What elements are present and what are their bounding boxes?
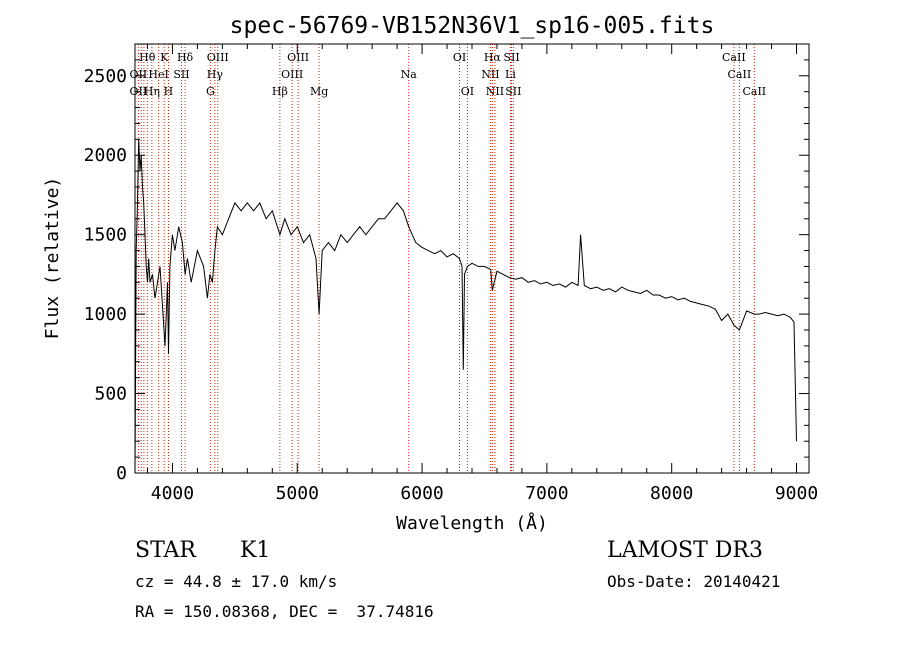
line-label: Li — [505, 68, 516, 81]
y-tick-label: 1500 — [84, 225, 127, 246]
line-label: Mg — [310, 85, 328, 98]
plot-frame — [134, 43, 810, 474]
line-label: CaII — [722, 51, 746, 64]
line-label: OII — [130, 85, 148, 98]
line-label: SII — [503, 51, 519, 64]
survey-name: LAMOST DR3 — [607, 538, 763, 563]
line-label: CaII — [742, 85, 766, 98]
line-markers — [137, 44, 755, 473]
line-label: OIII — [287, 51, 309, 64]
line-label: G — [206, 85, 215, 98]
line-label: K — [160, 51, 169, 64]
line-label: SII — [505, 85, 521, 98]
line-label: OII — [130, 68, 148, 81]
line-label: OIII — [281, 68, 303, 81]
x-axis-label: Wavelength (Å) — [396, 512, 548, 534]
chart-title: spec-56769-VB152N36V1_sp16-005.fits — [230, 13, 715, 39]
x-tick-label: 4000 — [151, 483, 194, 504]
line-label: Na — [401, 68, 418, 81]
spectrum-line — [134, 139, 797, 474]
line-label: SII — [173, 68, 189, 81]
line-label: HeI — [148, 68, 168, 81]
line-label: Hδ — [177, 51, 194, 64]
line-label: OI — [461, 85, 474, 98]
object-class: STAR — [135, 538, 196, 563]
line-label: CaII — [728, 68, 752, 81]
line-label: Hη — [144, 85, 160, 98]
line-label: Hα — [484, 51, 502, 64]
x-tick-label: 8000 — [650, 483, 693, 504]
line-label: H — [164, 85, 174, 98]
line-label: NII — [481, 68, 499, 81]
y-tick-label: 1000 — [84, 304, 127, 325]
coordinates: RA = 150.08368, DEC = 37.74816 — [135, 602, 434, 621]
x-tick-label: 6000 — [400, 483, 443, 504]
observation-date: Obs-Date: 20140421 — [607, 572, 781, 591]
y-tick-label: 2500 — [84, 66, 127, 87]
object-subclass: K1 — [240, 538, 271, 563]
axes — [134, 43, 810, 474]
spectrum-series — [134, 139, 797, 474]
y-tick-label: 0 — [116, 463, 127, 484]
y-axis-label: Flux (relative) — [42, 177, 63, 340]
line-label: Hθ — [139, 51, 156, 64]
x-tick-label: 9000 — [775, 483, 818, 504]
redshift-value: cz = 44.8 ± 17.0 km/s — [135, 572, 338, 591]
x-tick-label: 7000 — [525, 483, 568, 504]
ticks: 4000 5000 6000 7000 8000 9000 0 500 1000 1500 2000… — [84, 43, 818, 504]
line-label: Hγ — [207, 68, 224, 81]
line-label: OIII — [207, 51, 229, 64]
x-tick-label: 5000 — [276, 483, 319, 504]
y-tick-label: 2000 — [84, 145, 127, 166]
line-label: NII — [486, 85, 504, 98]
line-label: Hβ — [272, 85, 288, 98]
line-label: OI — [453, 51, 466, 64]
y-tick-label: 500 — [94, 384, 127, 405]
